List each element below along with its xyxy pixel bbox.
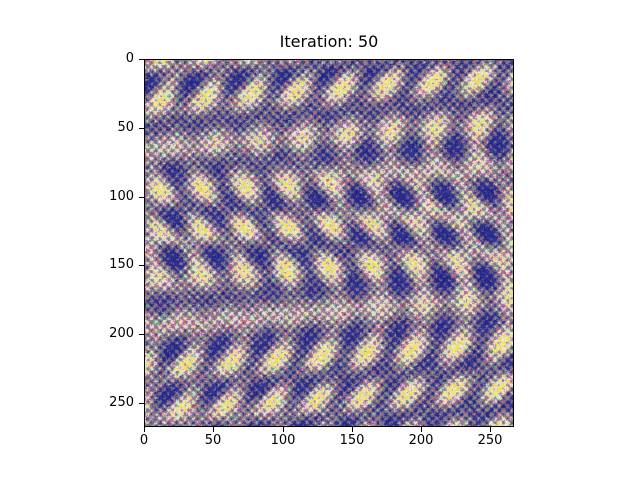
image-axes bbox=[144, 59, 514, 427]
y-tick-label-0: 0 bbox=[125, 51, 134, 66]
x-tick-label-50: 50 bbox=[204, 433, 222, 448]
x-tick-label-200: 200 bbox=[408, 433, 434, 448]
x-tick-label-150: 150 bbox=[339, 433, 365, 448]
y-tick-150 bbox=[139, 265, 144, 266]
x-tick-250 bbox=[490, 427, 491, 432]
y-tick-label-100: 100 bbox=[109, 189, 134, 204]
x-tick-50 bbox=[213, 427, 214, 432]
y-tick-label-200: 200 bbox=[109, 326, 134, 341]
plot-title: Iteration: 50 bbox=[279, 32, 379, 51]
y-tick-label-150: 150 bbox=[109, 257, 134, 272]
y-tick-200 bbox=[139, 334, 144, 335]
x-tick-200 bbox=[421, 427, 422, 432]
x-tick-150 bbox=[352, 427, 353, 432]
y-tick-100 bbox=[139, 197, 144, 198]
x-tick-label-250: 250 bbox=[477, 433, 503, 448]
x-tick-label-100: 100 bbox=[270, 433, 296, 448]
y-tick-label-250: 250 bbox=[109, 395, 134, 410]
y-tick-label-50: 50 bbox=[117, 120, 134, 135]
x-tick-label-0: 0 bbox=[139, 433, 149, 448]
x-tick-0 bbox=[144, 427, 145, 432]
generated-image bbox=[145, 60, 513, 426]
y-tick-250 bbox=[139, 403, 144, 404]
y-tick-0 bbox=[139, 59, 144, 60]
y-tick-50 bbox=[139, 128, 144, 129]
x-tick-100 bbox=[283, 427, 284, 432]
